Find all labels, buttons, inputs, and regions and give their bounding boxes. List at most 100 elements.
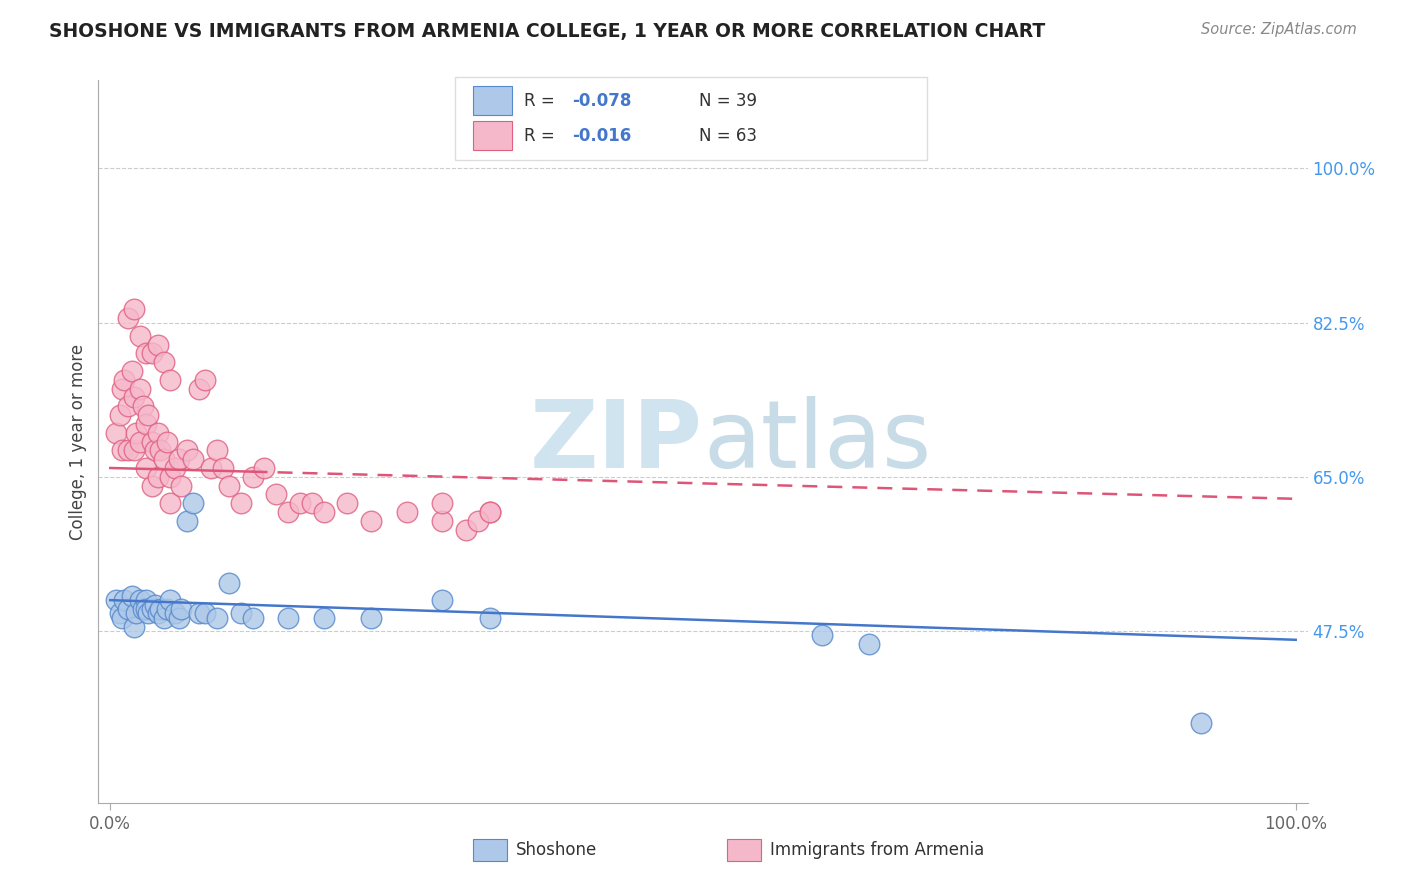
Point: [242, 611, 264, 625]
Point: [146, 425, 169, 440]
Point: [135, 417, 157, 431]
Text: Immigrants from Armenia: Immigrants from Armenia: [769, 841, 984, 859]
Point: [360, 514, 382, 528]
FancyBboxPatch shape: [727, 838, 761, 861]
Point: [141, 602, 163, 616]
Point: [167, 452, 190, 467]
Point: [136, 607, 159, 621]
Point: [152, 355, 174, 369]
Point: [136, 408, 159, 422]
Point: [159, 373, 181, 387]
Point: [129, 593, 152, 607]
Point: [149, 443, 172, 458]
Point: [312, 505, 335, 519]
Point: [170, 602, 193, 616]
Text: ZIP: ZIP: [530, 395, 703, 488]
Point: [117, 399, 139, 413]
Point: [135, 461, 157, 475]
Point: [288, 496, 311, 510]
Point: [194, 607, 217, 621]
Point: [156, 602, 179, 616]
Point: [188, 382, 211, 396]
Point: [159, 593, 181, 607]
FancyBboxPatch shape: [474, 121, 512, 150]
Point: [200, 461, 222, 475]
Text: Shoshone: Shoshone: [516, 841, 596, 859]
Point: [122, 302, 145, 317]
Point: [117, 602, 139, 616]
Point: [165, 461, 187, 475]
Point: [242, 470, 264, 484]
Point: [114, 373, 136, 387]
Point: [165, 607, 187, 621]
Point: [121, 589, 143, 603]
Point: [149, 602, 172, 616]
FancyBboxPatch shape: [474, 87, 512, 115]
Point: [176, 443, 198, 458]
Point: [114, 593, 136, 607]
Point: [111, 611, 134, 625]
Point: [212, 461, 235, 475]
Point: [478, 505, 501, 519]
Point: [181, 452, 204, 467]
Point: [277, 505, 299, 519]
Point: [478, 611, 501, 625]
Point: [194, 373, 217, 387]
Point: [141, 346, 163, 360]
Text: R =: R =: [524, 127, 560, 145]
Point: [117, 311, 139, 326]
Point: [122, 443, 145, 458]
Text: -0.016: -0.016: [572, 127, 631, 145]
Point: [156, 434, 179, 449]
Point: [152, 452, 174, 467]
Point: [301, 496, 323, 510]
FancyBboxPatch shape: [456, 77, 927, 160]
Point: [108, 408, 131, 422]
Point: [132, 399, 155, 413]
Point: [125, 425, 148, 440]
Point: [111, 382, 134, 396]
Text: N = 39: N = 39: [699, 92, 758, 110]
Point: [167, 611, 190, 625]
Point: [122, 391, 145, 405]
Point: [467, 514, 489, 528]
Text: N = 63: N = 63: [699, 127, 758, 145]
Point: [135, 593, 157, 607]
Point: [111, 443, 134, 458]
Point: [122, 619, 145, 633]
Point: [395, 505, 418, 519]
Point: [141, 478, 163, 492]
Point: [105, 425, 128, 440]
Point: [181, 496, 204, 510]
Point: [205, 611, 228, 625]
Text: atlas: atlas: [703, 395, 931, 488]
Point: [117, 443, 139, 458]
Point: [141, 434, 163, 449]
Point: [170, 478, 193, 492]
Point: [432, 496, 454, 510]
Point: [205, 443, 228, 458]
Point: [146, 470, 169, 484]
Point: [454, 523, 477, 537]
Point: [312, 611, 335, 625]
Point: [146, 337, 169, 351]
Text: -0.078: -0.078: [572, 92, 631, 110]
Text: Source: ZipAtlas.com: Source: ZipAtlas.com: [1201, 22, 1357, 37]
Point: [176, 514, 198, 528]
Point: [135, 602, 157, 616]
Point: [277, 611, 299, 625]
Point: [125, 607, 148, 621]
Point: [218, 478, 240, 492]
Point: [432, 514, 454, 528]
Point: [129, 382, 152, 396]
Point: [478, 505, 501, 519]
Point: [253, 461, 276, 475]
Point: [108, 607, 131, 621]
Point: [129, 434, 152, 449]
Point: [143, 443, 166, 458]
Point: [432, 593, 454, 607]
Y-axis label: College, 1 year or more: College, 1 year or more: [69, 343, 87, 540]
Point: [135, 346, 157, 360]
Point: [229, 607, 252, 621]
Point: [264, 487, 287, 501]
